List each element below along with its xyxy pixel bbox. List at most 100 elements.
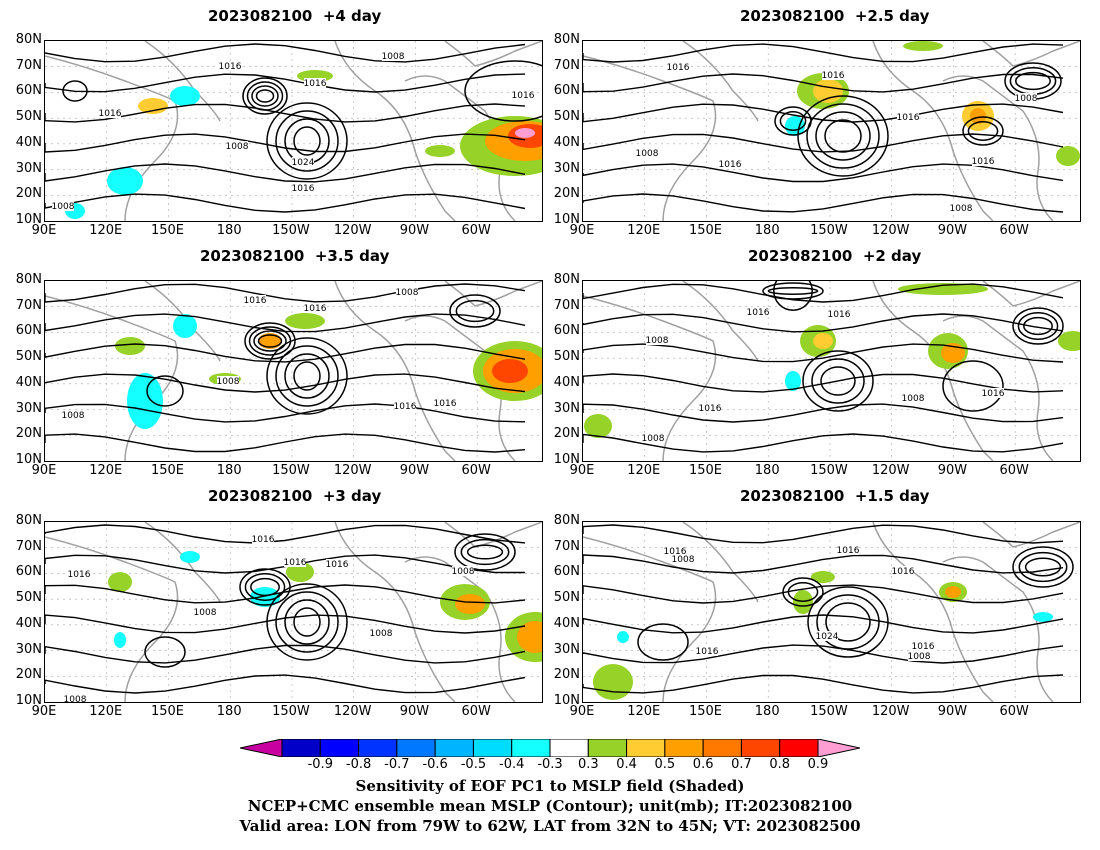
contour-label: 1016: [982, 389, 1005, 399]
isobar-contour: [45, 193, 526, 213]
longitude-tick-label: 90W: [399, 223, 430, 238]
coastline: [682, 522, 759, 603]
coastline: [583, 536, 717, 702]
map-canvas: 1016 1016 1008 1008 1016 1016 1016 1008: [583, 41, 1080, 221]
latitude-tick-label: 40N: [553, 615, 580, 631]
latitude-tick-label: 40N: [553, 374, 580, 390]
contour-label-bg: [646, 335, 668, 345]
longitude-tick-label: 90E: [31, 223, 57, 238]
isobar-contour: [466, 544, 504, 560]
isobar-contour: [583, 163, 1064, 183]
caption-line-3: Valid area: LON from 79W to 62W, LAT fro…: [239, 817, 861, 835]
contour-label-bg: [219, 61, 241, 71]
isobar-contour: [45, 43, 526, 63]
contour-label-bg: [982, 388, 1004, 398]
sensitivity-shading: [115, 337, 145, 355]
sensitivity-shading: [903, 41, 943, 51]
isobar-contour: [807, 586, 889, 658]
longitude-tick-label: 60W: [461, 463, 491, 478]
contour-label-bg: [912, 641, 934, 651]
isobar-contour: [942, 360, 1004, 412]
panel-title: 2023082100 +2.5 day: [740, 7, 930, 25]
contour-label-bg: [194, 607, 216, 617]
map-panel: 1016 1016 1008 1008 1008 1016 1016: [44, 280, 543, 462]
isobar-contour: [1017, 312, 1059, 340]
contour-label: 1016: [696, 647, 719, 657]
contour-label: 1016: [244, 296, 267, 306]
latitude-tick-label: 10N: [553, 452, 580, 467]
coastline: [334, 281, 456, 461]
latitude-tick-label: 60N: [553, 564, 580, 580]
isobar-contour: [284, 118, 330, 164]
longitude-tick-label: 120E: [89, 704, 123, 719]
latitude-tick-label: 50N: [15, 349, 42, 365]
latitude-tick-label: 70N: [15, 538, 42, 554]
colorbar-segment: [358, 739, 398, 757]
colorbar-segment: [434, 739, 474, 757]
latitude-tick-label: 30N: [15, 400, 42, 416]
isobar-contour: [774, 106, 812, 136]
contour-label-bg: [667, 62, 689, 72]
longitude-tick-label: 180: [216, 223, 242, 238]
isobar-contour: [583, 614, 1064, 634]
contour-label-bg: [816, 631, 838, 641]
contour-label: 1008: [902, 394, 925, 404]
isobar-contour: [820, 366, 856, 396]
isobar-contour: [1015, 71, 1051, 91]
contour-label-bg: [226, 141, 248, 151]
contour-label-bg: [719, 159, 741, 169]
contour-label: 1008: [64, 695, 87, 702]
sensitivity-shading: [138, 98, 168, 114]
contour-label: 1016: [667, 63, 690, 73]
isobar-contour: [1018, 551, 1068, 583]
longitude-tick-label: 90W: [937, 463, 968, 478]
contour-label-bg: [699, 403, 721, 413]
latitude-tick-label: 80N: [15, 272, 42, 287]
contour-label-bg: [902, 393, 924, 403]
sensitivity-shading: [170, 86, 200, 106]
isobar-contour: [293, 607, 321, 637]
colorbar-tick-label: -0.3: [537, 757, 563, 772]
isobar-contour: [146, 375, 184, 407]
coastline: [583, 55, 717, 221]
isobar-contour: [767, 287, 819, 295]
contour-label: 1008: [382, 52, 405, 62]
longitude-tick-label: 90W: [937, 704, 968, 719]
contour-label-bg: [696, 646, 718, 656]
sensitivity-shading: [114, 632, 126, 648]
contour-label: 1008: [672, 555, 695, 565]
coastline: [682, 41, 759, 122]
latitude-tick-label: 10N: [553, 212, 580, 227]
sensitivity-shading: [584, 414, 612, 438]
latitude-tick-label: 20N: [15, 426, 42, 442]
panel-title: 2023082100 +2 day: [748, 247, 922, 265]
colorbar-tick-label: 0.9: [807, 757, 829, 772]
coastline: [334, 522, 456, 702]
longitude-tick-label: 120W: [871, 463, 910, 478]
contour-label: 1008: [396, 288, 419, 298]
latitude-tick-label: 20N: [553, 667, 580, 683]
panel-title: 2023082100 +3.5 day: [200, 247, 390, 265]
latitude-tick-label: 60N: [553, 323, 580, 339]
isobar-contour: [583, 433, 1064, 453]
isobar-contour: [824, 119, 862, 153]
longitude-tick-label: 90W: [399, 463, 430, 478]
latitude-tick-label: 40N: [15, 374, 42, 390]
contour-label-bg: [52, 201, 74, 211]
latitude-tick-label: 70N: [553, 538, 580, 554]
colorbar-segment: [664, 739, 704, 757]
caption-line-1: Sensitivity of EOF PC1 to MSLP field (Sh…: [355, 777, 745, 795]
contour-label-bg: [642, 433, 664, 443]
colorbar-segment: [549, 739, 589, 757]
map-panel: 1016 1016 1008 1016 1008 1016 1008: [582, 280, 1081, 462]
contour-label-bg: [512, 90, 534, 100]
sensitivity-shading: [1056, 146, 1080, 166]
isobar-contour: [45, 313, 526, 333]
isobar-contour: [251, 85, 279, 107]
latitude-tick-label: 40N: [15, 615, 42, 631]
contour-label-bg: [217, 376, 239, 386]
sensitivity-shading: [285, 313, 325, 329]
sensitivity-shading: [517, 621, 542, 653]
isobar-contour: [773, 281, 813, 311]
